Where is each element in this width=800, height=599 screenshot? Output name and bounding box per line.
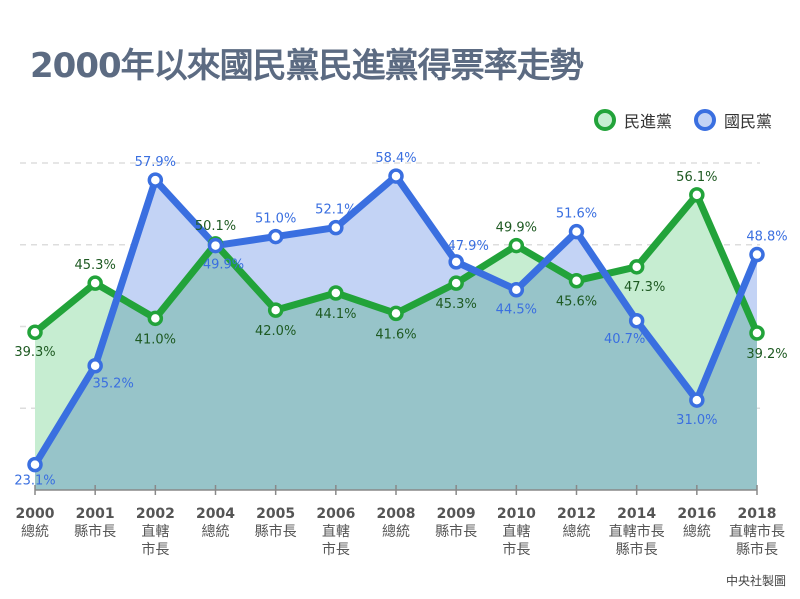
point-dpp xyxy=(689,187,705,203)
point-dpp xyxy=(267,302,284,318)
data-label-dpp: 41.0% xyxy=(135,332,176,347)
chart-title: 2000年以來國民黨民進黨得票率走勢 xyxy=(30,46,584,86)
data-label-dpp: 50.1% xyxy=(195,219,236,234)
x-tick-sublabel: 縣市長 xyxy=(736,541,778,558)
point-dpp xyxy=(448,275,464,291)
x-tick-label: 2016 xyxy=(677,506,716,522)
point-dpp xyxy=(628,259,645,275)
x-tick-label: 2012 xyxy=(557,506,596,522)
point-dpp xyxy=(508,237,525,254)
data-label-kmt: 48.8% xyxy=(746,230,787,245)
data-label-dpp: 47.3% xyxy=(624,280,665,295)
legend-label-dpp: 民進黨 xyxy=(623,112,672,131)
data-label-kmt: 49.9% xyxy=(203,258,244,273)
data-label-kmt: 58.4% xyxy=(375,151,416,166)
point-dpp xyxy=(749,325,765,341)
x-tick-sublabel: 直轄 xyxy=(502,523,530,540)
x-tick-label: 2005 xyxy=(256,506,295,522)
point-kmt xyxy=(628,313,645,329)
x-tick-sublabel: 總統 xyxy=(21,523,49,540)
point-kmt xyxy=(448,254,464,270)
x-tick-sublabel: 直轄市長 xyxy=(609,523,665,540)
legend: 民進黨 國民黨 xyxy=(593,108,772,132)
x-tick-sublabel: 縣市長 xyxy=(74,523,116,540)
data-label-kmt: 51.0% xyxy=(255,212,296,227)
data-label-kmt: 44.5% xyxy=(496,303,537,318)
x-tick-sublabel: 總統 xyxy=(382,523,410,540)
x-tick-sublabel: 總統 xyxy=(202,523,230,540)
x-tick-label: 2000 xyxy=(16,506,55,522)
data-label-kmt: 31.0% xyxy=(676,413,717,428)
data-label-kmt: 47.9% xyxy=(448,239,489,254)
x-tick-sublabel: 市長 xyxy=(322,541,350,558)
area-dpp xyxy=(35,194,757,490)
point-dpp xyxy=(388,305,404,322)
data-label-kmt: 35.2% xyxy=(93,377,134,392)
point-kmt xyxy=(27,456,43,473)
data-label-dpp: 42.0% xyxy=(255,324,296,339)
x-tick-label: 2006 xyxy=(316,506,355,522)
point-dpp xyxy=(328,285,344,301)
point-kmt xyxy=(749,246,765,263)
point-kmt xyxy=(328,219,344,236)
data-label-dpp: 45.3% xyxy=(75,258,116,273)
data-label-kmt: 51.6% xyxy=(556,207,597,222)
point-kmt xyxy=(87,357,103,374)
legend-item-dpp: 民進黨 xyxy=(593,108,672,132)
x-tick-sublabel: 縣市長 xyxy=(255,523,297,540)
x-tick-sublabel: 市長 xyxy=(502,541,530,558)
x-tick-label: 2002 xyxy=(136,506,175,522)
point-dpp xyxy=(147,310,164,327)
x-tick-label: 2009 xyxy=(437,506,476,522)
legend-swatch-dpp xyxy=(593,109,616,131)
x-tick-sublabel: 直轄 xyxy=(141,523,169,540)
x-tick-label: 2014 xyxy=(617,506,656,522)
point-kmt xyxy=(689,392,705,408)
data-label-dpp: 39.3% xyxy=(14,345,55,360)
x-tick-label: 2010 xyxy=(497,506,536,522)
x-tick-label: 2018 xyxy=(738,506,777,522)
data-label-kmt: 52.1% xyxy=(315,203,356,218)
data-label-dpp: 45.3% xyxy=(436,297,477,312)
x-tick-sublabel: 市長 xyxy=(141,541,169,558)
data-label-dpp: 56.1% xyxy=(676,170,717,185)
point-kmt xyxy=(147,172,164,188)
point-dpp xyxy=(87,275,103,291)
x-tick-sublabel: 總統 xyxy=(563,523,591,540)
x-tick-label: 2008 xyxy=(377,506,416,522)
legend-label-kmt: 國民黨 xyxy=(723,112,772,131)
x-tick-sublabel: 直轄市長 xyxy=(729,523,785,540)
point-kmt xyxy=(267,228,284,245)
areas xyxy=(35,176,757,490)
legend-item-kmt: 國民黨 xyxy=(693,108,772,132)
point-kmt xyxy=(207,237,224,254)
data-label-dpp: 39.2% xyxy=(746,347,787,362)
point-dpp xyxy=(27,324,43,340)
x-tick-sublabel: 直轄 xyxy=(322,523,350,540)
data-label-kmt: 57.9% xyxy=(135,155,176,170)
point-kmt xyxy=(568,223,585,240)
data-label-dpp: 45.6% xyxy=(556,295,597,310)
point-kmt xyxy=(508,281,525,298)
x-tick-sublabel: 總統 xyxy=(683,523,711,540)
point-kmt xyxy=(388,168,404,184)
legend-swatch-kmt xyxy=(693,109,716,131)
data-label-dpp: 44.1% xyxy=(315,307,356,322)
point-dpp xyxy=(568,272,585,289)
credit: 中央社製圖 xyxy=(725,574,786,588)
x-tick-label: 2004 xyxy=(196,506,235,522)
x-tick-sublabel: 縣市長 xyxy=(616,541,658,558)
x-tick-label: 2001 xyxy=(76,506,115,522)
data-label-dpp: 49.9% xyxy=(496,221,537,236)
data-label-kmt: 23.1% xyxy=(14,474,55,489)
x-tick-sublabel: 縣市長 xyxy=(435,523,477,540)
data-label-dpp: 41.6% xyxy=(375,327,416,342)
data-label-kmt: 40.7% xyxy=(604,332,645,347)
